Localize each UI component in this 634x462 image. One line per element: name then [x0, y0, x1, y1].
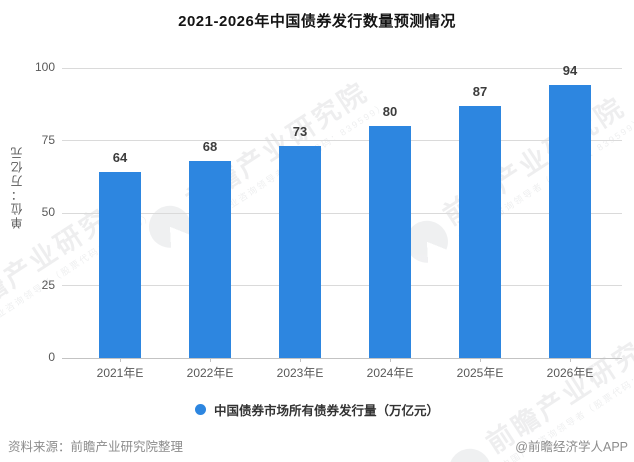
gridline	[62, 140, 622, 141]
x-axis-tick	[120, 358, 121, 362]
x-axis-tick	[390, 358, 391, 362]
bar	[549, 85, 591, 358]
chart-title: 2021-2026年中国债券发行数量预测情况	[178, 13, 456, 30]
bar-value-label: 94	[562, 63, 578, 79]
gridline	[62, 357, 622, 359]
x-tick-label: 2021年E	[96, 366, 144, 380]
gridline	[62, 285, 622, 286]
gridline	[62, 212, 622, 214]
bar-value-label: 87	[472, 83, 488, 99]
gridline	[62, 67, 622, 69]
x-tick-label: 2023年E	[276, 366, 324, 380]
bar	[459, 105, 501, 358]
y-tick-label: 50	[41, 205, 55, 219]
x-axis-tick	[480, 358, 481, 362]
x-axis-tick	[210, 358, 211, 362]
footer-credit: @前瞻经济学人APP	[515, 440, 628, 454]
y-tick-label: 25	[41, 277, 55, 292]
bar-value-label: 64	[112, 150, 128, 166]
bar	[189, 160, 231, 358]
bar-value-label: 80	[382, 104, 398, 119]
legend-label: 中国债券市场所有债券发行量（万亿元）	[213, 404, 439, 418]
x-axis-tick	[570, 358, 571, 362]
x-tick-label: 2022年E	[186, 366, 234, 380]
legend-circle-icon	[194, 404, 206, 415]
x-tick-label: 2024年E	[366, 366, 414, 380]
bar-value-label: 73	[292, 124, 308, 140]
legend: 中国债券市场所有债券发行量（万亿元）	[0, 400, 634, 419]
footer-source: 资料来源：前瞻产业研究院整理	[8, 440, 184, 454]
bar	[279, 146, 321, 358]
y-tick-label: 0	[48, 350, 55, 364]
qianzhan-logo-icon	[440, 440, 500, 462]
plot-area: 64 68 73 80 87 94	[62, 63, 622, 362]
y-tick-label: 100	[34, 60, 55, 74]
bar	[99, 172, 141, 358]
bar	[369, 126, 411, 358]
x-tick-label: 2025年E	[456, 366, 504, 380]
x-axis-tick	[300, 358, 301, 362]
bar-value-label: 68	[202, 138, 218, 154]
y-tick-label: 75	[41, 132, 55, 147]
x-tick-label: 2026年E	[546, 366, 594, 380]
